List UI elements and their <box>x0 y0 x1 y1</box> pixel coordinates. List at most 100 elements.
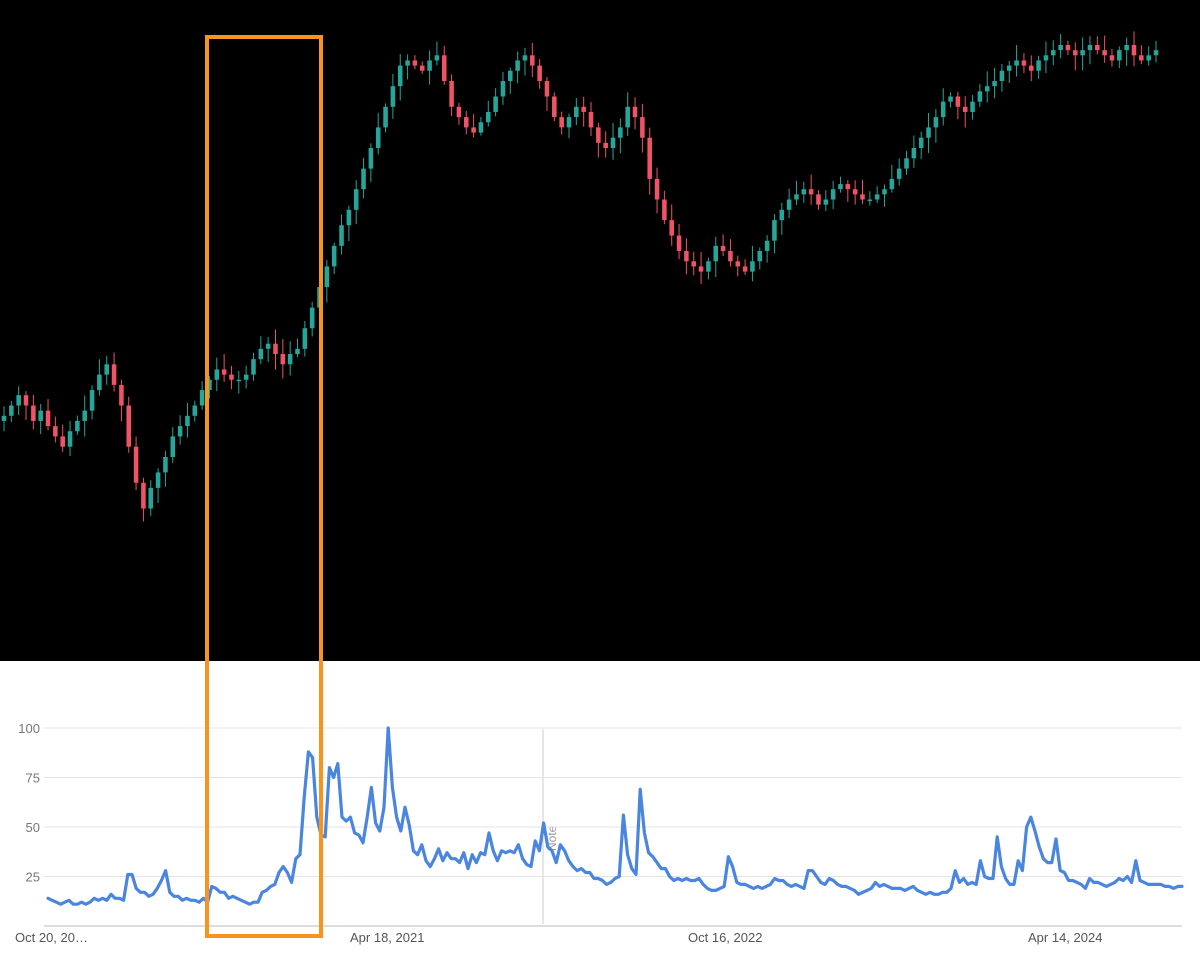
candle-body <box>434 55 440 61</box>
candle-body <box>478 122 484 133</box>
candle-body <box>163 457 168 473</box>
price-chart-svg <box>1 31 1159 522</box>
candle-body <box>31 405 36 421</box>
candle-body <box>207 379 212 391</box>
candle-body <box>764 240 770 251</box>
candle-body <box>243 374 249 380</box>
candle-body <box>1 415 7 421</box>
candle-body <box>427 60 432 71</box>
candle-body <box>1087 45 1093 51</box>
x-tick-label: Apr 14, 2024 <box>1028 930 1102 945</box>
candle-body <box>603 142 608 148</box>
candle-body <box>522 55 528 61</box>
candle-body <box>918 137 924 148</box>
candle-body <box>317 287 322 308</box>
candle-body <box>860 194 865 200</box>
candle-body <box>331 245 337 267</box>
candle-body <box>111 364 117 385</box>
candle-body <box>185 415 190 427</box>
candle-body <box>397 65 403 87</box>
candle-body <box>23 395 29 406</box>
candle-body <box>581 106 586 112</box>
candle-body <box>119 384 124 406</box>
candle-body <box>324 266 330 288</box>
candle-body <box>199 390 205 406</box>
candle-body <box>1021 60 1027 66</box>
candle-body <box>361 168 366 190</box>
candle-body <box>9 405 14 416</box>
candle-body <box>544 81 550 97</box>
candle-body <box>823 199 829 205</box>
candle-body <box>236 379 242 382</box>
candle-body <box>515 60 520 71</box>
candle-body <box>1006 65 1012 71</box>
candle-body <box>1065 45 1071 51</box>
candle-body <box>302 328 308 349</box>
candle-body <box>353 189 359 210</box>
candle-body <box>684 251 689 262</box>
candle-body <box>698 266 704 272</box>
candle-body <box>552 96 557 118</box>
candle-body <box>720 245 726 251</box>
candle-body <box>390 86 396 107</box>
candle-body <box>449 81 454 107</box>
candle-body <box>750 261 755 272</box>
candle-body <box>1109 55 1115 61</box>
candle-body <box>530 55 535 66</box>
candle-body <box>955 96 961 107</box>
candle-body <box>640 117 645 138</box>
candle-body <box>309 307 315 329</box>
candle-body <box>728 251 733 262</box>
candle-body <box>933 117 939 128</box>
candle-body <box>280 354 286 365</box>
candle-body <box>852 189 858 195</box>
candle-body <box>419 65 425 71</box>
candle-body <box>999 70 1005 82</box>
candle-body <box>867 199 873 201</box>
candle-body <box>713 245 719 262</box>
candle-body <box>801 189 807 195</box>
candle-body <box>75 420 80 432</box>
candle-body <box>1058 45 1063 51</box>
candle-body <box>618 127 623 138</box>
candle-body <box>808 189 814 195</box>
candle-body <box>82 410 87 421</box>
candle-body <box>816 194 821 205</box>
candle-body <box>67 431 73 447</box>
candle-body <box>889 178 895 190</box>
candle-body <box>1153 50 1159 56</box>
candle-body <box>1102 50 1107 56</box>
candle-body <box>368 148 374 169</box>
candle-body <box>148 487 154 509</box>
candle-body <box>1014 60 1019 66</box>
candle-body <box>926 127 931 138</box>
candle-body <box>258 348 264 360</box>
candle-body <box>610 137 616 148</box>
candle-body <box>221 369 227 375</box>
candle-body <box>1073 50 1078 56</box>
candle-body <box>229 374 234 380</box>
candle-body <box>1036 60 1041 71</box>
candle-body <box>104 364 110 375</box>
candle-body <box>192 405 198 416</box>
candle-body <box>984 86 990 92</box>
candle-body <box>177 426 183 437</box>
candle-body <box>53 426 58 437</box>
candle-body <box>794 194 799 200</box>
candle-body <box>89 390 95 411</box>
candle-body <box>170 436 176 457</box>
candle-body <box>962 106 968 112</box>
candle-body <box>251 359 256 375</box>
candle-body <box>133 446 139 483</box>
candle-body <box>779 209 785 221</box>
candle-body <box>735 261 741 267</box>
candle-body <box>559 117 564 128</box>
candle-body <box>874 194 880 200</box>
candle-body <box>273 343 278 354</box>
candle-body <box>625 106 630 128</box>
candle-body <box>97 374 102 391</box>
candle-body <box>596 127 601 143</box>
candle-body <box>1080 50 1085 56</box>
candle-body <box>786 199 792 210</box>
candle-body <box>566 117 572 128</box>
